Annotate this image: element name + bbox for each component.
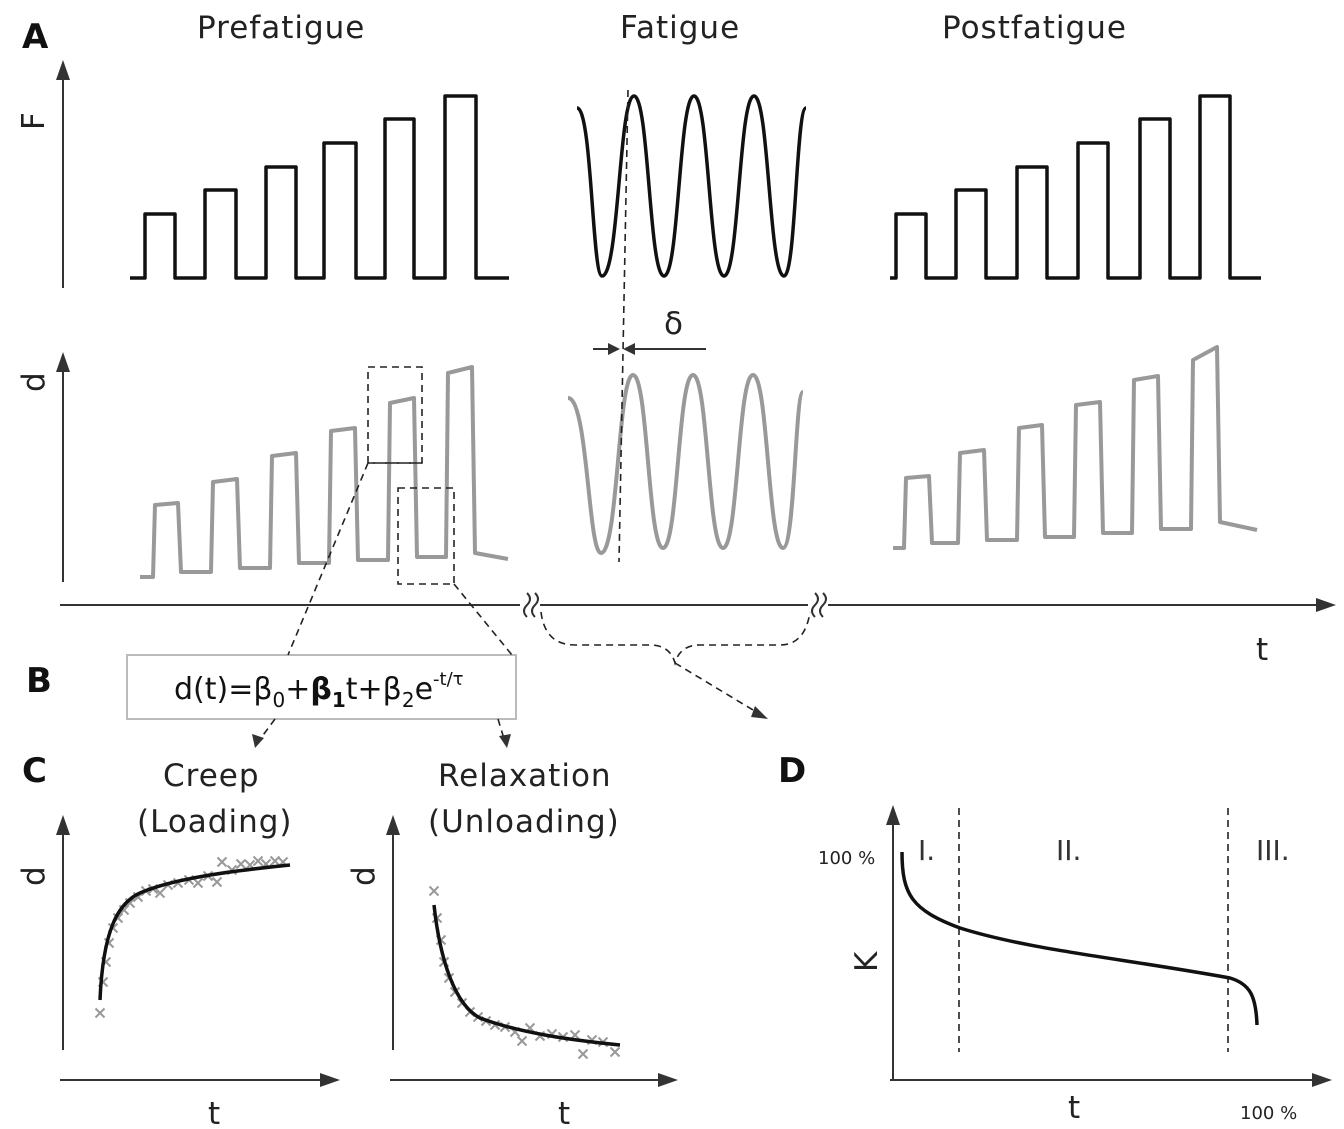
stiffness-max-label: 100 % — [818, 848, 875, 869]
displacement-axis — [56, 352, 70, 582]
x-marker — [94, 1007, 106, 1019]
force-trace-fatigue — [575, 94, 808, 278]
stiffness-degradation-curve — [900, 851, 1259, 1026]
creep-title: Creep — [163, 758, 260, 794]
x-marker — [516, 1035, 528, 1047]
creep-d-axis — [56, 815, 70, 1050]
stiffness-axis — [886, 805, 900, 1080]
time-max-label: 100 % — [1240, 1103, 1297, 1124]
displacement-axis-label: d — [16, 372, 52, 392]
zoom-box-unloading — [397, 487, 455, 585]
section-title-fatigue: Fatigue — [620, 10, 740, 46]
phase-lag-arrows — [593, 343, 706, 355]
phase-lag-delta-label: δ — [664, 306, 683, 342]
panel-d-time-axis-label: t — [1068, 1090, 1080, 1126]
section-title-postfatigue: Postfatigue — [942, 10, 1127, 46]
axis-break-icon — [523, 592, 539, 618]
section-title-prefatigue: Prefatigue — [197, 10, 365, 46]
force-axis-label: F — [16, 112, 52, 130]
creep-subtitle: (Loading) — [137, 804, 293, 840]
creep-measured-markers — [94, 855, 289, 1019]
creep-fit-curve — [98, 863, 291, 1001]
creep-d-axis-label: d — [16, 866, 52, 886]
equation-to-relaxation-arrow — [497, 718, 511, 748]
panel-d-time-axis — [890, 1073, 1332, 1087]
x-marker — [211, 876, 223, 888]
x-marker — [216, 856, 228, 868]
x-marker — [252, 855, 264, 867]
relaxation-d-axis-label: d — [346, 866, 382, 886]
phase-label-1: I. — [918, 834, 935, 867]
unloading-link — [453, 583, 513, 656]
x-marker — [577, 1048, 589, 1060]
time-axis-label: t — [1256, 632, 1268, 668]
x-marker — [269, 855, 281, 867]
relaxation-d-axis — [386, 815, 400, 1050]
fatigue-brace — [540, 611, 811, 666]
x-marker — [192, 877, 204, 889]
panel-label-d: D — [778, 751, 806, 791]
displacement-trace-fatigue — [567, 373, 805, 555]
stiffness-axis-label: K — [849, 951, 885, 972]
relaxation-title: Relaxation — [438, 758, 612, 794]
time-axis — [60, 598, 1336, 612]
panel-label-c: C — [22, 751, 47, 791]
equation-to-creep-arrow — [252, 718, 276, 748]
zoom-box-loading — [367, 366, 423, 464]
x-marker — [235, 858, 247, 870]
force-trace-postfatigue — [890, 94, 1261, 280]
panel-label-a: A — [22, 17, 49, 57]
creep-t-axis — [60, 1073, 340, 1087]
relaxation-measured-markers — [428, 885, 621, 1060]
equation-box — [126, 654, 517, 720]
relaxation-subtitle: (Unloading) — [428, 804, 620, 840]
phase-label-2: II. — [1056, 834, 1081, 867]
creep-t-axis-label: t — [208, 1096, 220, 1129]
force-axis — [56, 60, 70, 288]
phase-lag-guideline — [618, 89, 629, 563]
displacement-trace-prefatigue — [140, 365, 509, 579]
axis-break-icon — [811, 592, 827, 618]
relaxation-t-axis-label: t — [558, 1096, 570, 1129]
x-marker — [154, 887, 166, 899]
brace-to-panel-d-arrow — [674, 662, 768, 719]
x-marker — [609, 1046, 621, 1058]
relaxation-t-axis — [390, 1073, 678, 1087]
panel-label-b: B — [26, 661, 52, 701]
x-marker — [428, 885, 440, 897]
creep-model-equation: d(t)=β0+β1t+β2e-t/τ — [174, 669, 464, 712]
phase-label-3: III. — [1256, 834, 1290, 867]
force-trace-prefatigue — [130, 94, 509, 280]
loading-link — [287, 462, 369, 656]
displacement-trace-postfatigue — [893, 345, 1258, 550]
relaxation-fit-curve — [432, 904, 621, 1047]
